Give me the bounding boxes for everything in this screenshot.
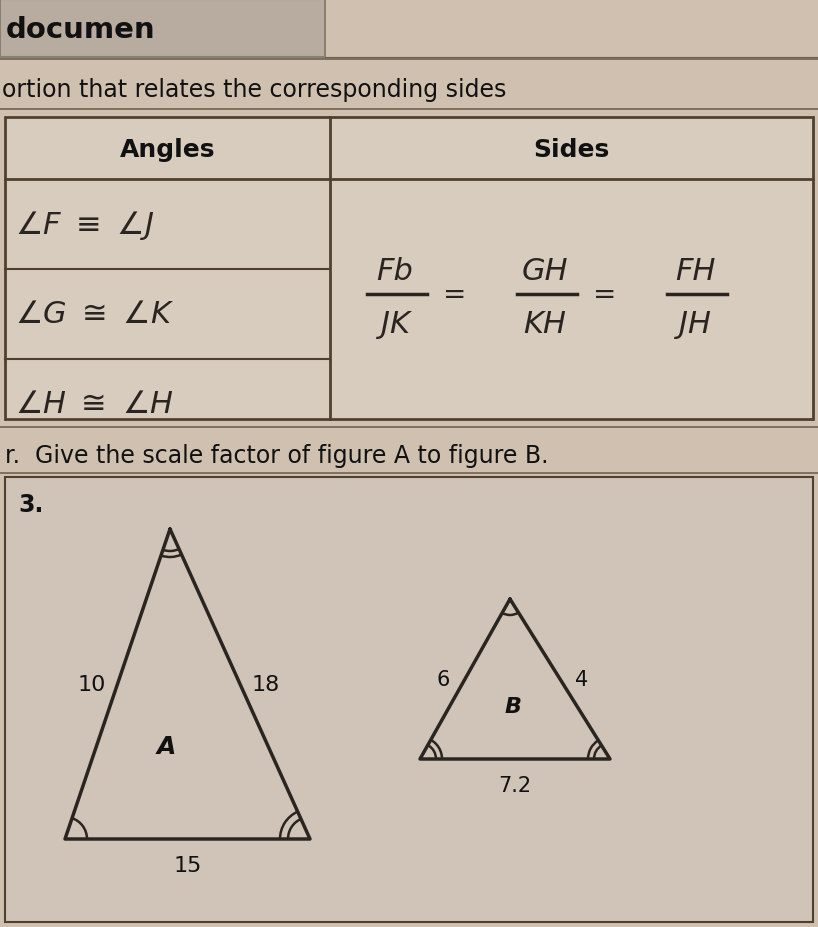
Text: =: =	[443, 281, 467, 309]
Text: KH: KH	[524, 311, 566, 339]
Text: documen: documen	[6, 16, 155, 44]
Text: GH: GH	[522, 257, 569, 286]
Text: $\angle$H $\cong$ $\angle$H: $\angle$H $\cong$ $\angle$H	[15, 390, 173, 419]
Bar	[5, 118, 813, 420]
Text: 18: 18	[252, 674, 280, 694]
Text: JH: JH	[679, 311, 711, 339]
Text: Sides: Sides	[533, 138, 609, 162]
Bar	[0, 0, 325, 57]
Text: 10: 10	[78, 674, 106, 694]
Text: 7.2: 7.2	[498, 775, 532, 795]
Text: $\angle$G $\cong$ $\angle$K: $\angle$G $\cong$ $\angle$K	[15, 300, 174, 329]
Bar	[5, 477, 813, 922]
Text: JK: JK	[380, 311, 410, 339]
Text: Angles: Angles	[119, 138, 215, 162]
Text: ortion that relates the corresponding sides: ortion that relates the corresponding si…	[2, 78, 506, 102]
Text: 4: 4	[575, 669, 589, 690]
Text: A: A	[157, 734, 177, 758]
Text: 6: 6	[436, 669, 450, 690]
Text: $\angle$F $\equiv$ $\angle$J: $\angle$F $\equiv$ $\angle$J	[15, 209, 154, 241]
Text: B: B	[505, 696, 522, 716]
Text: Fb: Fb	[376, 257, 413, 286]
Text: =: =	[593, 281, 617, 309]
Text: FH: FH	[675, 257, 715, 286]
Text: 15: 15	[173, 855, 202, 875]
Text: 3.: 3.	[18, 492, 43, 516]
Text: r.  Give the scale factor of figure A to figure B.: r. Give the scale factor of figure A to …	[5, 443, 549, 467]
